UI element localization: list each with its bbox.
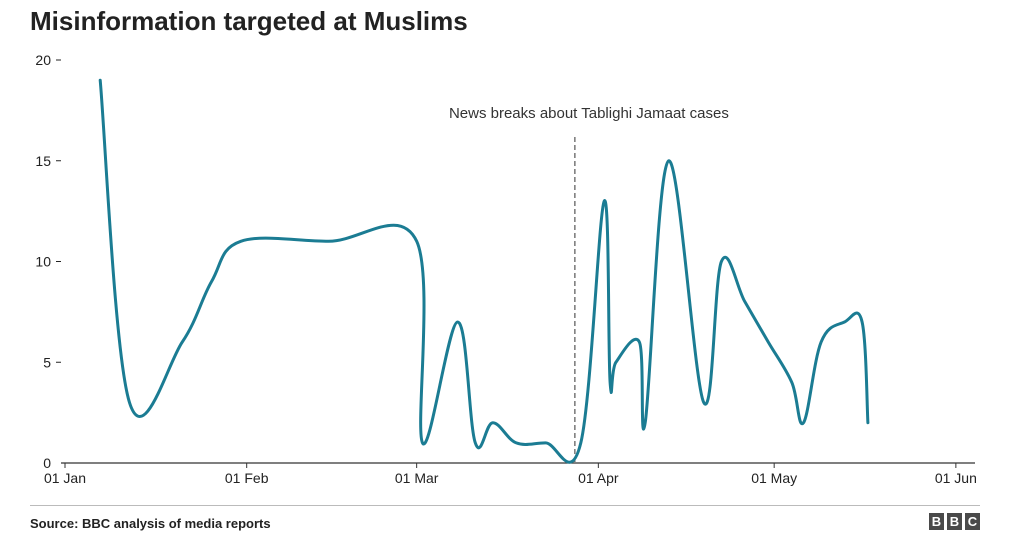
x-tick-label-2: 01 Mar <box>395 470 439 486</box>
x-axis: 01 Jan 01 Feb 01 Mar 01 Apr 01 May 01 Jun <box>44 462 977 486</box>
y-tick-label-0: 0 <box>43 455 51 471</box>
x-tick-label-1: 01 Feb <box>225 470 269 486</box>
y-tick-label-5: 5 <box>43 354 51 370</box>
bbc-logo-letter-c: C <box>965 513 980 530</box>
annotation-label-0: News breaks about Tablighi Jamaat cases <box>449 105 729 122</box>
footer-divider <box>30 505 980 506</box>
annotation-group: News breaks about Tablighi Jamaat cases <box>449 105 729 463</box>
x-tick-label-0: 01 Jan <box>44 470 86 486</box>
y-tick-label-15: 15 <box>35 153 51 169</box>
chart-title: Misinformation targeted at Muslims <box>30 6 468 36</box>
x-tick-label-3: 01 Apr <box>578 470 619 486</box>
bbc-logo-letter-b1: B <box>929 513 944 530</box>
y-axis: 0 5 10 15 20 <box>35 52 61 471</box>
y-tick-label-20: 20 <box>35 52 51 68</box>
source-note: Source: BBC analysis of media reports <box>30 516 271 531</box>
x-tick-label-5: 01 Jun <box>935 470 977 486</box>
y-tick-label-10: 10 <box>35 254 51 270</box>
x-tick-label-4: 01 May <box>751 470 797 486</box>
series-line-0 <box>98 78 870 464</box>
bbc-logo-letter-b2: B <box>947 513 962 530</box>
series-group <box>98 78 870 464</box>
bbc-logo: B B C <box>929 513 980 530</box>
